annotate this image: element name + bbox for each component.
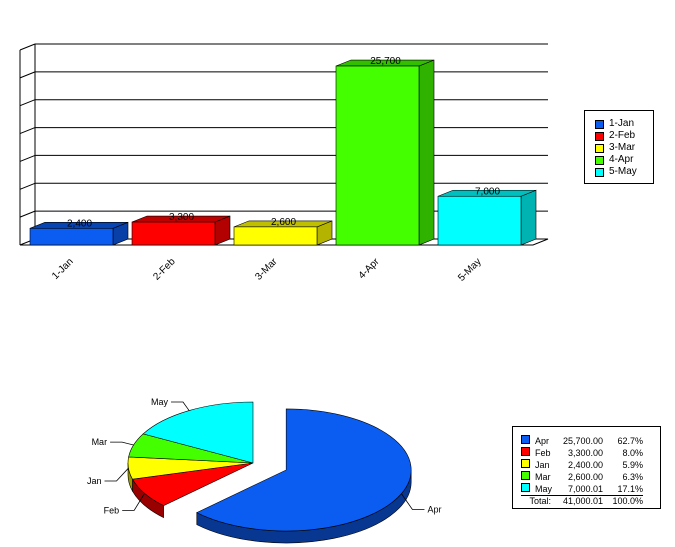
pie-callout-line <box>170 401 190 411</box>
gridline-side <box>19 210 36 218</box>
legend-pct: 5.9% <box>622 459 643 470</box>
legend-swatch <box>595 131 604 141</box>
legend-label: 1-Jan <box>609 118 635 129</box>
pie-callout-line <box>110 441 134 446</box>
pie-legend-row: Feb 3,300.00 8.0% <box>521 447 643 459</box>
bar-legend-item: 1-Jan <box>595 118 653 130</box>
total-label: Total: <box>521 495 555 507</box>
bar-front <box>335 65 420 246</box>
pie-slice-label: Mar <box>92 437 108 447</box>
pie-slice-label: Apr <box>427 505 441 515</box>
bar-data-label: 2,400 <box>67 218 92 229</box>
pie-slice-label: Feb <box>104 505 120 515</box>
gridline-side <box>19 43 36 51</box>
pie-legend-table: Apr 25,700.00 62.7% Feb 3,300.00 8.0% Ja… <box>521 435 643 507</box>
gridline-side <box>19 154 36 162</box>
bar-legend-item: 3-Mar <box>595 142 653 154</box>
pie-callouts: Apr Feb Jan Mar May <box>87 397 441 515</box>
legend-label: Mar <box>535 471 551 482</box>
gridline-side <box>19 182 36 190</box>
bar-data-label: 25,700 <box>370 56 401 67</box>
legend-label: Apr <box>535 435 550 446</box>
legend-pct: 6.3% <box>622 471 643 482</box>
pie-tops <box>127 401 412 532</box>
gridline-side <box>19 99 36 107</box>
bars: 2,4001-Jan3,3002-Feb2,6003-Mar25,7004-Ap… <box>29 56 537 284</box>
total-value: 41,000.01 <box>555 495 603 507</box>
gridline-side <box>19 127 36 135</box>
bar-data-label: 2,600 <box>271 217 296 228</box>
pie-legend-row: Mar 2,600.00 6.3% <box>521 471 643 483</box>
total-pct: 100.0% <box>603 495 643 507</box>
bar-front <box>437 195 522 246</box>
legend-pct: 62.7% <box>617 435 643 446</box>
legend-swatch <box>521 459 530 468</box>
bar-front <box>29 227 114 246</box>
legend-label: 3-Mar <box>609 142 636 153</box>
legend-swatch <box>521 447 530 456</box>
pie-legend-row: Jan 2,400.00 5.9% <box>521 459 643 471</box>
bar-legend-item: 5-May <box>595 166 653 178</box>
legend-label: 4-Apr <box>609 154 634 165</box>
bar-legend-item: 4-Apr <box>595 154 653 166</box>
legend-value: 25,700.00 <box>562 435 603 446</box>
gridline-side <box>19 71 36 79</box>
pie-slice <box>196 408 412 532</box>
pie-callout-line <box>401 493 425 510</box>
bar-front <box>233 226 318 246</box>
legend-label: 2-Feb <box>609 130 636 141</box>
legend-label: May <box>535 483 553 494</box>
pie-callout-line <box>122 493 145 511</box>
legend-swatch <box>521 483 530 492</box>
legend-swatch <box>595 119 604 129</box>
legend-value: 2,400.00 <box>567 459 603 470</box>
pie-slice <box>142 401 254 464</box>
pie-slice-label: Jan <box>87 476 102 486</box>
legend-pct: 8.0% <box>622 447 643 458</box>
legend-label: Jan <box>535 459 550 470</box>
legend-swatch <box>521 471 530 480</box>
legend-value: 3,300.00 <box>567 447 603 458</box>
legend-pct: 17.1% <box>617 483 643 494</box>
legend-value: 2,600.00 <box>567 471 603 482</box>
bar-legend: 1-Jan 2-Feb 3-Mar 4-Apr 5-May <box>584 110 654 184</box>
legend-value: 7,000.01 <box>567 483 603 494</box>
bar-legend-item: 2-Feb <box>595 130 653 142</box>
pie-legend-row: Apr 25,700.00 62.7% <box>521 435 643 447</box>
bar-data-label: 7,000 <box>475 186 500 197</box>
pie-slice-label: May <box>151 397 169 407</box>
legend-swatch <box>595 167 604 177</box>
pie-legend-row: May 7,000.01 17.1% <box>521 483 643 496</box>
bar-front <box>131 221 216 246</box>
legend-swatch <box>595 143 604 153</box>
pie-callout-line <box>104 467 129 482</box>
legend-swatch <box>521 435 530 444</box>
legend-label: 5-May <box>609 166 637 177</box>
pie-legend-total-row: Total: 41,000.01 100.0% <box>521 495 643 507</box>
legend-label: Feb <box>535 447 551 458</box>
legend-swatch <box>595 155 604 165</box>
bar-data-label: 3,300 <box>169 212 194 223</box>
pie-legend: Apr 25,700.00 62.7% Feb 3,300.00 8.0% Ja… <box>512 426 661 509</box>
